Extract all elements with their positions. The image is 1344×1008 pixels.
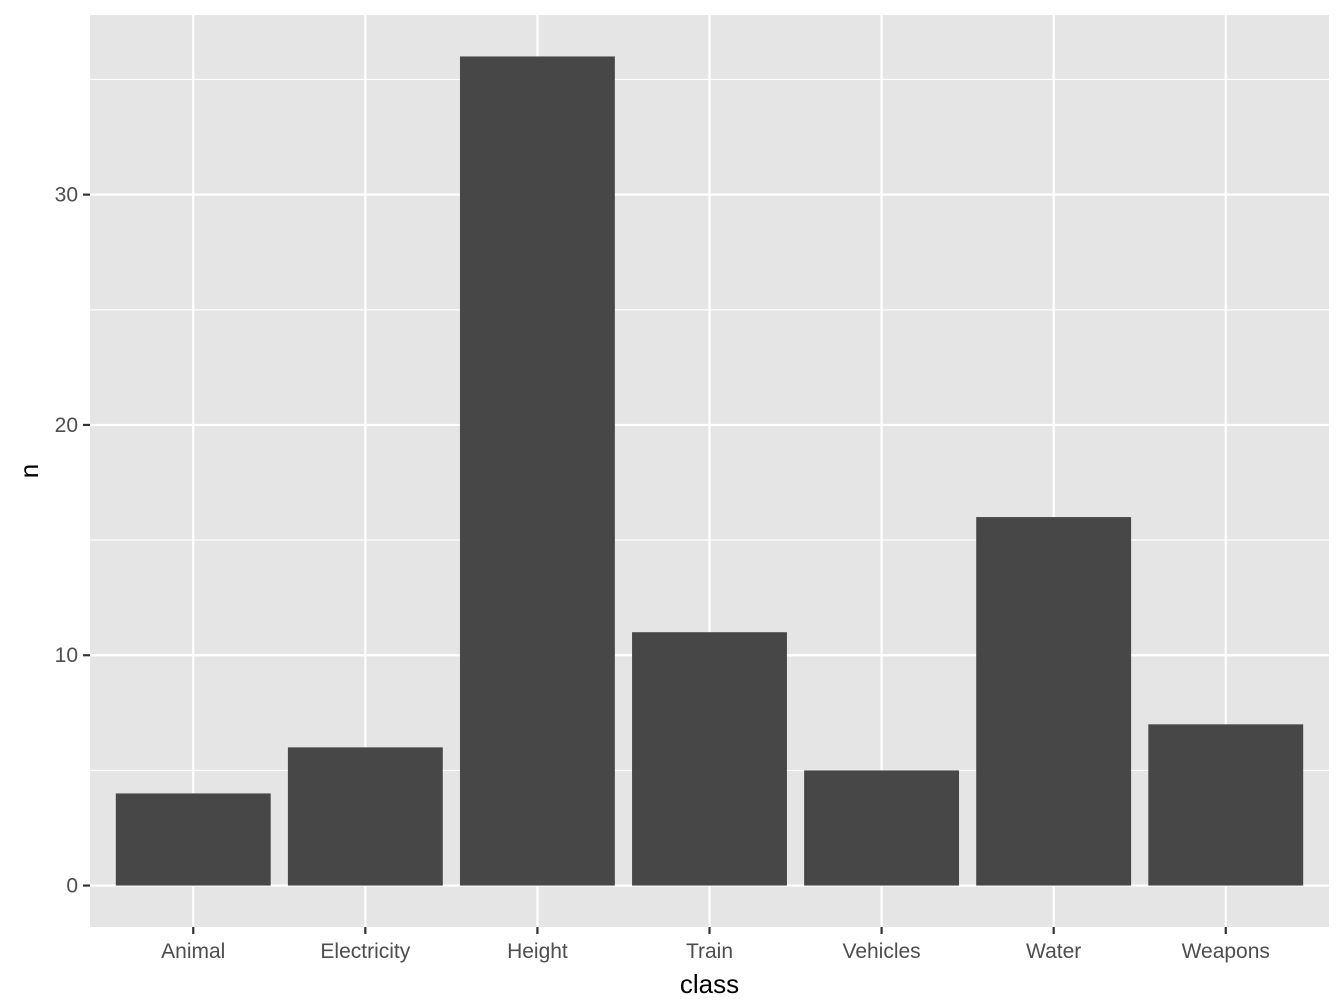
y-tick-label: 10 [55,644,78,667]
x-tick-label: Height [507,940,568,963]
x-axis: Animal Electricity Height Train Vehicles Wate… [161,927,1270,963]
x-tick-label: Electricity [320,940,410,963]
y-axis-title: n [14,464,44,478]
bar-water [976,517,1132,886]
x-tick-label: Train [686,940,733,963]
x-tick-label: Weapons [1182,940,1270,963]
bar-height [459,56,615,886]
y-tick-label: 20 [55,414,78,437]
x-tick-label: Water [1026,940,1081,963]
bar-train [632,632,787,886]
y-tick-label: 0 [66,875,78,898]
y-axis: 0 10 20 30 [55,184,90,898]
bar-electricity [287,747,443,886]
bar-animal [115,793,271,886]
x-tick-label: Vehicles [842,940,920,963]
y-tick-label: 30 [55,184,78,207]
bar-weapons [1148,724,1304,886]
x-axis-title: class [680,969,739,999]
bar-vehicles [804,770,960,886]
bars [115,56,1304,886]
x-tick-label: Animal [161,940,225,963]
